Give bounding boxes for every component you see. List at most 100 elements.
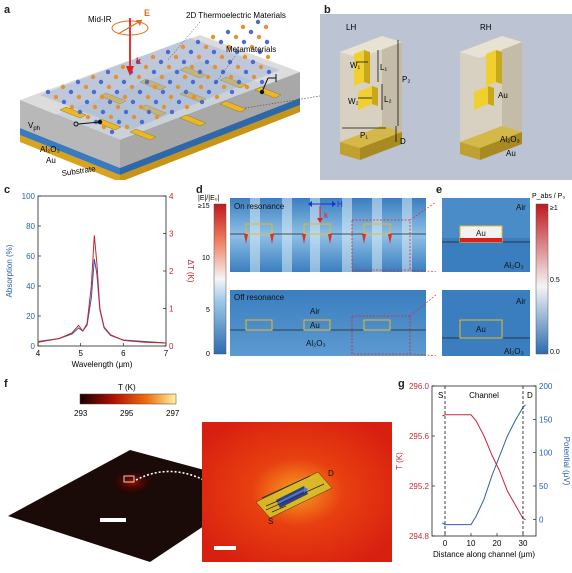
vph-label: Vph [28,121,40,132]
atom [143,64,149,70]
atom [184,104,190,110]
device-schematic: Mid-IR E k 2D Thermoelectric Materials M… [20,8,346,182]
x-tick-label: 30 [519,539,528,548]
atom [91,89,97,95]
atom [158,59,164,65]
e-on-air-label: Air [516,203,526,212]
lh-label: LH [346,23,356,32]
atom [107,99,113,105]
mid-ir-beam [111,18,149,76]
d-label: D [400,137,406,146]
atom [61,99,67,105]
atom [76,94,82,100]
atom [196,54,202,60]
panel-label-a: a [4,4,11,16]
atom [130,99,136,105]
rh-au-label: Au [498,91,508,100]
on-resonance-map [230,198,426,272]
y2-tick-label: 200 [539,382,553,391]
f-colorbar-title: T (K) [118,383,136,392]
thermoelectric-label: 2D Thermoelectric Materials [186,11,286,20]
x-tick-label: 4 [36,349,41,358]
atom [266,69,272,75]
atom [218,39,224,45]
atom [197,69,203,75]
atom [219,54,225,60]
y-tick-label: 295.2 [409,482,430,491]
f-colorbar [79,393,177,405]
atom [68,89,74,95]
d-cb-tick-0: 0 [206,351,210,358]
atom [123,109,129,115]
e-colorbar-title: P_abs / P₀ [532,193,565,200]
plot-frame [37,195,167,347]
y-tick-label: 40 [26,282,35,291]
atom [204,59,210,65]
y-tick-label: 0 [31,342,36,351]
f-cb-tick-297: 297 [166,409,180,418]
y-tick-label: 296.0 [409,382,430,391]
atom [173,54,179,60]
atom [265,54,271,60]
rh-label: RH [480,23,492,32]
atom [212,64,218,70]
e-off-al2o3-label: Al₂O₃ [504,347,524,356]
atom [167,79,173,85]
atom [137,89,143,95]
atom [165,49,171,55]
atom [242,54,248,60]
panel-label-b: b [324,4,331,16]
atom [221,84,227,90]
atom [240,24,246,30]
au-label: Au [46,156,56,165]
y2-tick-label: 0 [539,515,544,524]
rh-au-bar1 [486,50,496,86]
field-maps-d: |E|/|E₀| ≥15 10 5 0 On resonance H k [198,195,436,358]
d-colorbar [213,203,227,355]
panel-label-d: d [196,184,203,196]
atom [60,84,66,90]
atom [229,89,235,95]
y-axis-label: Absorption (%) [5,244,14,297]
y2-tick-label: 100 [539,449,553,458]
atom [109,129,115,135]
d-colorbar-title: |E|/|E₀| [198,195,220,202]
atom [233,34,239,40]
thermal-image: T (K) 293 295 297 S D [8,383,392,562]
y2-tick-label: 2 [169,267,174,276]
atom [258,64,264,70]
atom [199,99,205,105]
atom [120,64,126,70]
atom [190,79,196,85]
atom [136,74,142,80]
panel-label-g: g [398,378,405,390]
atom [122,94,128,100]
panel-label-f: f [4,378,8,390]
y-axis-label: T (K) [396,452,404,470]
atom [255,19,261,25]
e-cb-tick-1: ≥1 [550,205,558,212]
atom [243,69,249,75]
f-scalebar-1 [100,518,126,522]
panel-g: g 0 10 20 30 294.8 295.2 295.6 296.0 0 50 100 150 20… [395,376,572,568]
atom [251,74,257,80]
atom [195,39,201,45]
rh-au-base [460,126,522,148]
atom [115,104,121,110]
atom [244,84,250,90]
rh-au-bar2 [474,86,488,110]
2d-material-lattice [40,38,280,130]
f-scalebar-2 [214,546,236,550]
atom [169,109,175,115]
atom [69,104,75,110]
x-axis-label: Distance along channel (μm) [433,550,535,559]
d-k-label: k [324,211,329,220]
atom [129,84,135,90]
absorption-maps-e: Air Au Al₂O₃ Air Au Al₂O₃ P_abs / P₀ ≥1 … [442,193,565,356]
atom [180,44,186,50]
e-field-label: E [144,8,150,18]
atom [191,94,197,100]
atom [174,69,180,75]
g-drain-label: D [527,391,533,400]
atom [85,114,91,120]
